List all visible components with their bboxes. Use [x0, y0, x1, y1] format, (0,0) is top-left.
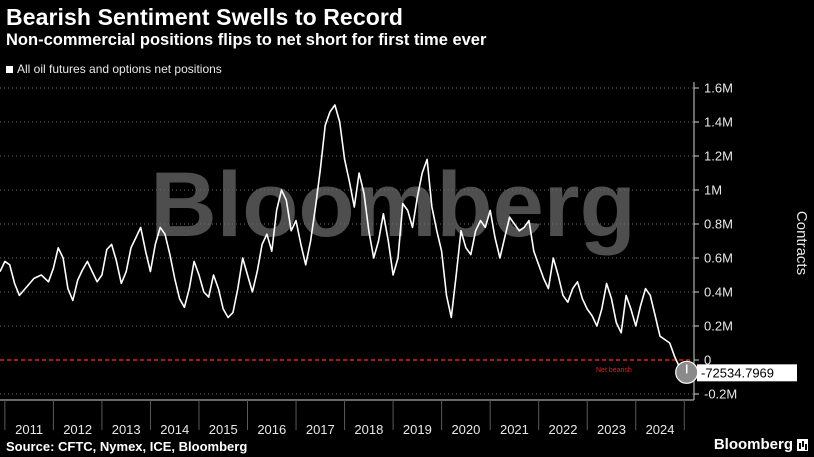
y-tick-label: 1.4M [704, 115, 733, 130]
x-tick-label: 2014 [160, 422, 189, 437]
x-tick-label: 2020 [451, 422, 480, 437]
watermark-logo: Bloomberg [150, 154, 636, 256]
x-tick-label: 2024 [646, 422, 675, 437]
y-tick-label: 0.8M [704, 217, 733, 232]
x-tick-label: 2012 [63, 422, 92, 437]
brand-logo: Bloomberg [714, 436, 808, 453]
x-tick-label: 2017 [306, 422, 335, 437]
y-axis: -0.2M 0 0.2M 0.4M 0.6M 0.8M 1M 1.2M 1.4M 1.6M [693, 81, 737, 402]
x-tick-label: 2015 [209, 422, 238, 437]
x-tick-label: 2011 [15, 422, 43, 437]
series-line [0, 104, 687, 374]
chart-subtitle: Non-commercial positions flips to net sh… [6, 31, 487, 49]
x-tick-label: 2021 [500, 422, 529, 437]
net-bearish-label: Net bearish [596, 367, 632, 374]
x-tick-label: 2023 [597, 422, 626, 437]
x-tick-label: 2018 [354, 422, 383, 437]
y-tick-label: 1.6M [704, 81, 733, 96]
y-tick-label: 0.2M [704, 319, 733, 334]
legend-label: All oil futures and options net position… [17, 62, 222, 76]
y-tick-label: -0.2M [704, 387, 737, 402]
chart-icon [797, 438, 808, 451]
last-value-label: -72534.7969 [701, 365, 774, 380]
legend: All oil futures and options net position… [6, 62, 222, 76]
x-axis: 2011 2012 2013 2014 2015 2016 2017 2018 2019 2020… [0, 399, 694, 437]
chart-title: Bearish Sentiment Swells to Record [6, 4, 404, 30]
y-axis-label: Contracts [793, 211, 810, 275]
brand-text: Bloomberg [713, 436, 793, 453]
y-tick-label: 0.6M [704, 251, 733, 266]
source-note: Source: CFTC, Nymex, ICE, Bloomberg [6, 439, 248, 454]
legend-swatch [6, 65, 13, 73]
x-tick-label: 2022 [549, 422, 578, 437]
last-value-box [697, 364, 797, 382]
y-tick-label: 1.2M [704, 149, 733, 164]
end-marker-group: -72534.7969 [675, 360, 797, 384]
x-tick-label: 2016 [257, 422, 286, 437]
zero-line-group: Net bearish [0, 359, 694, 374]
y-tick-label: 1M [704, 183, 722, 198]
y-tick-label: 0 [704, 353, 711, 368]
y-tick-label: 0.4M [704, 285, 733, 300]
x-tick-label: 2019 [403, 422, 432, 437]
x-tick-label: 2013 [112, 422, 141, 437]
